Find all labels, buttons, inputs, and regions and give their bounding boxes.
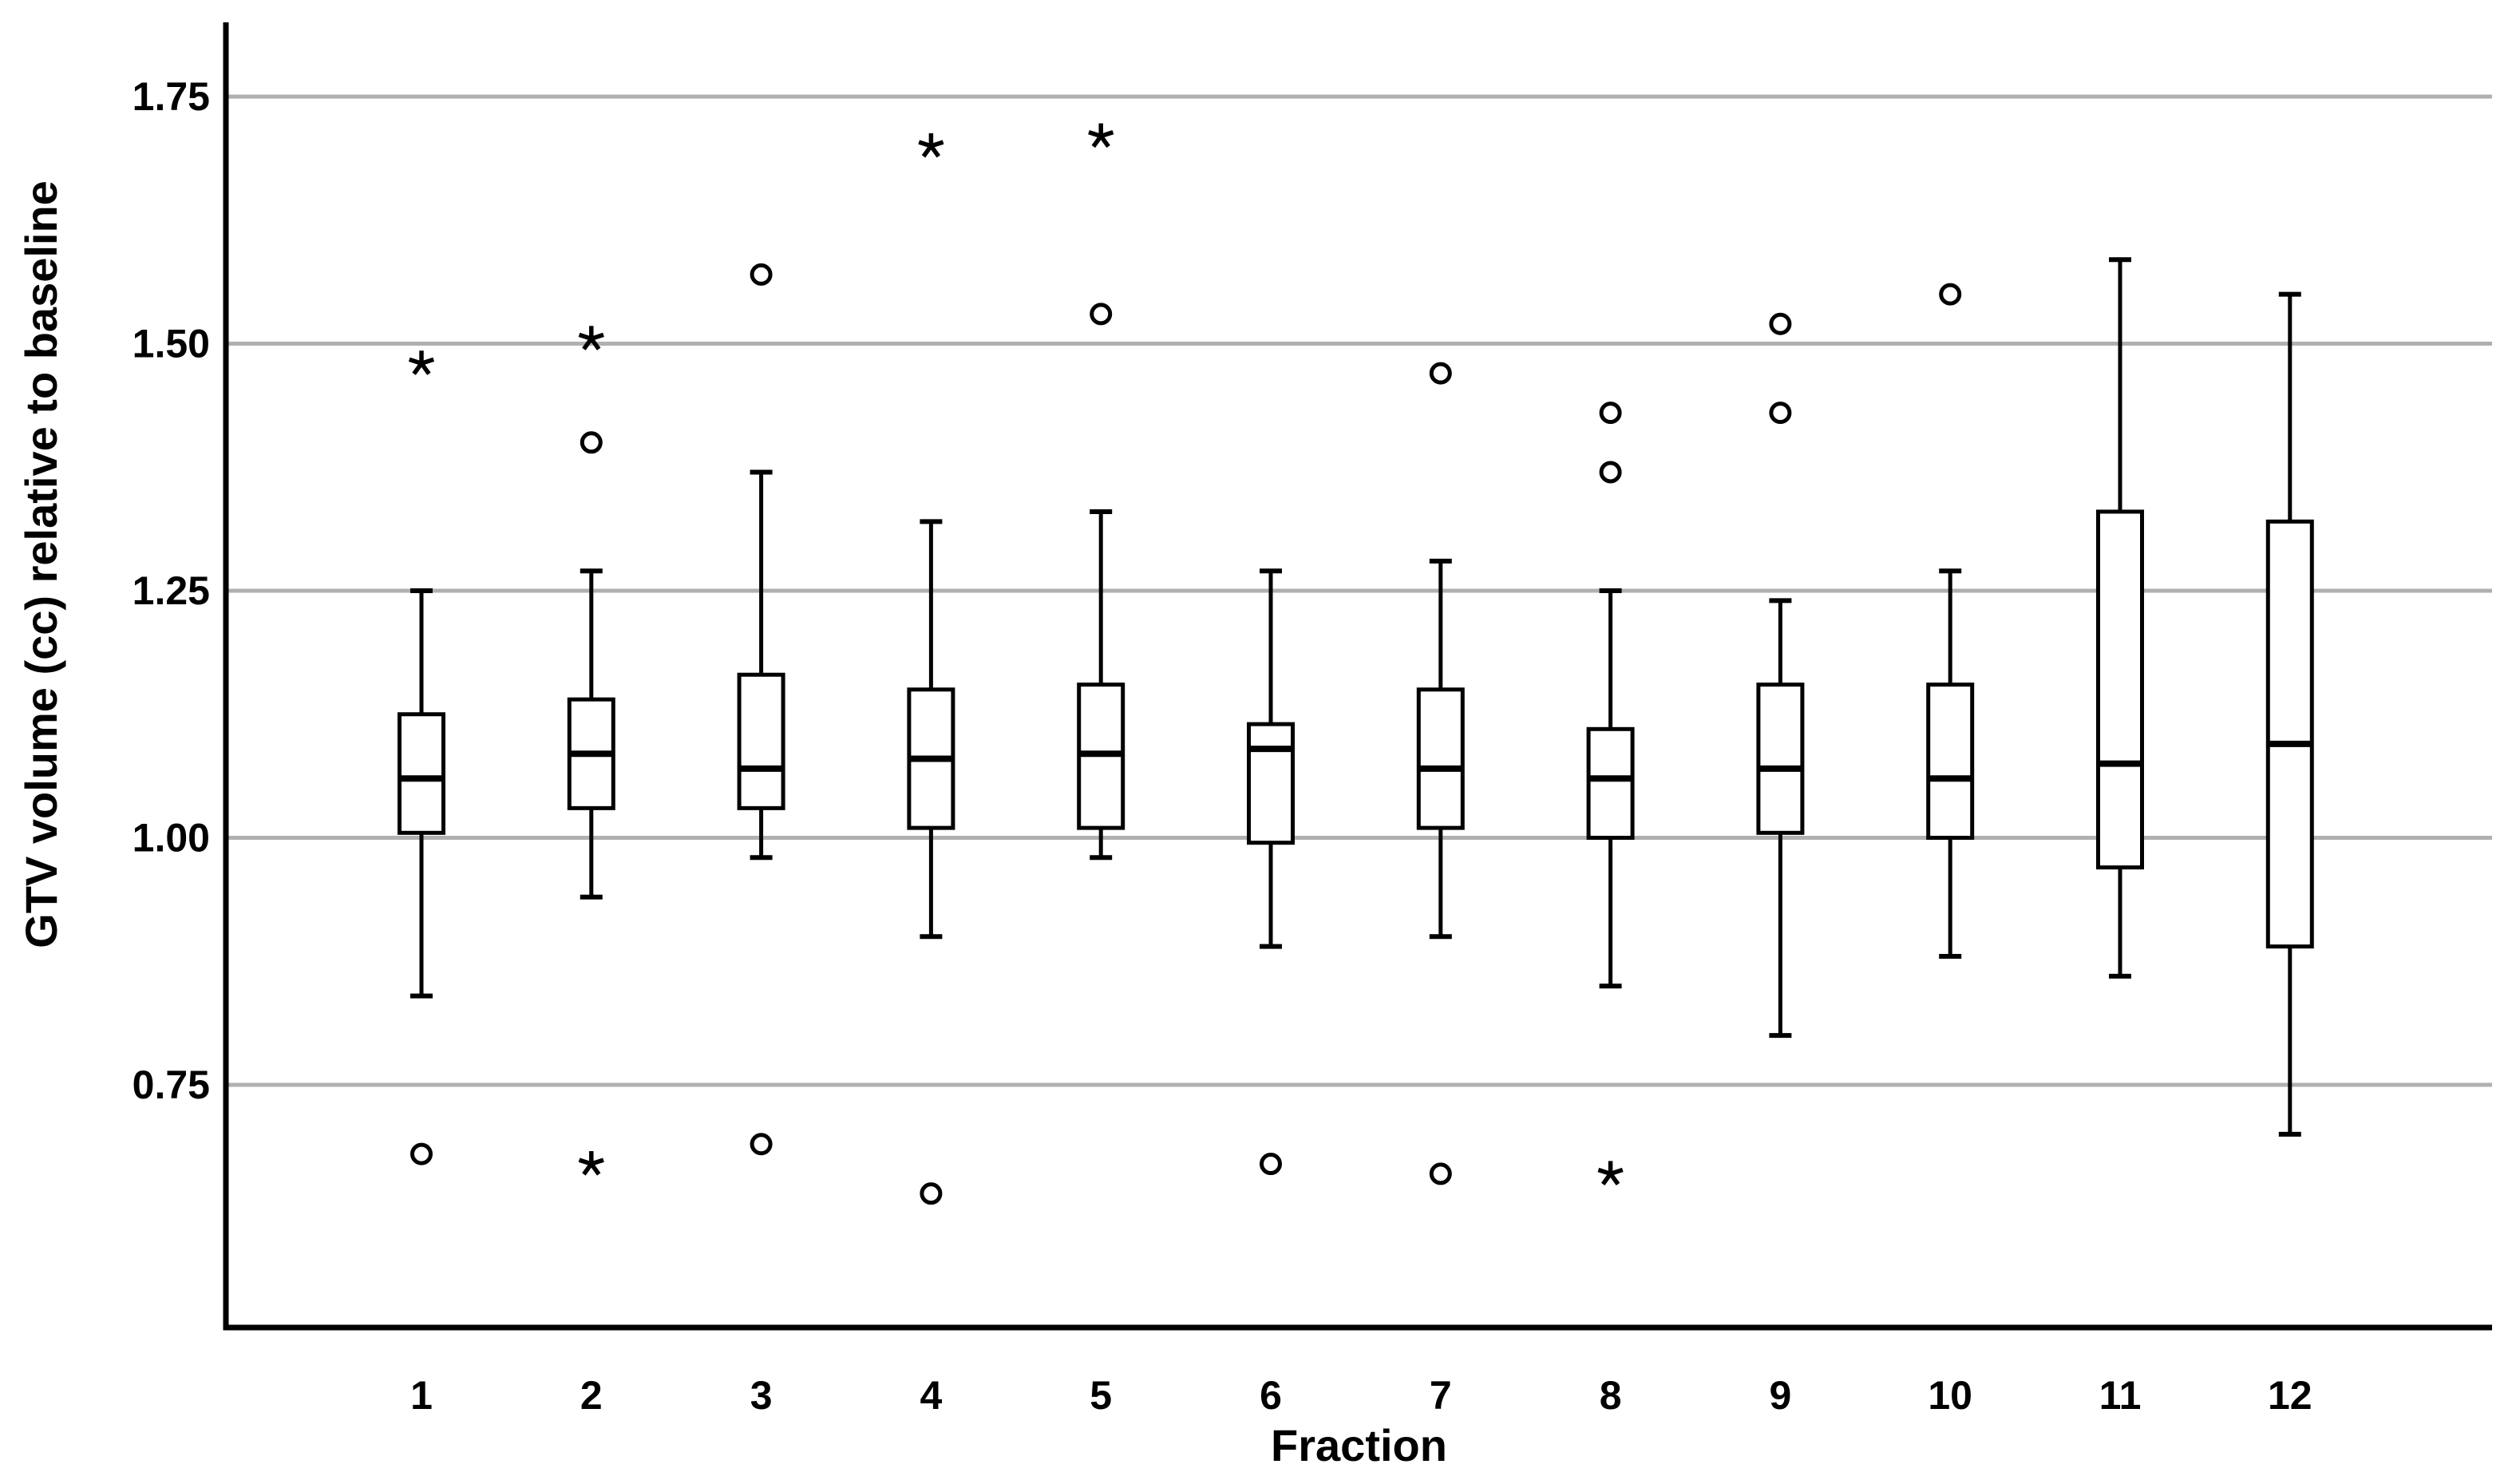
outlier-circle: [920, 1182, 943, 1205]
x-tick-label-5: 5: [1090, 1373, 1112, 1418]
outlier-circle: [750, 263, 773, 286]
outlier-circle: [1090, 303, 1113, 326]
boxplot-fraction-7: [1416, 362, 1465, 1185]
extreme-star-icon: [918, 133, 944, 158]
x-tick-label-10: 10: [1928, 1373, 1972, 1418]
extreme-star-icon: [578, 326, 604, 350]
y-tick-label-1.50: 1.50: [133, 322, 210, 366]
x-tick-label-11: 11: [2099, 1373, 2142, 1418]
outlier-circle: [1769, 402, 1792, 425]
star-spoke: [1100, 129, 1114, 139]
outlier-circle: [1429, 1162, 1452, 1185]
star-spoke: [590, 332, 604, 341]
outlier-circle: [1429, 362, 1452, 385]
outlier-circle: [1260, 1153, 1282, 1176]
x-tick-label-1: 1: [410, 1373, 433, 1418]
boxplot-fraction-11: [2096, 257, 2144, 979]
y-tick-label-1.00: 1.00: [133, 816, 210, 861]
boxplot-fraction-4: [907, 133, 955, 1205]
boxplot-fraction-10: [1926, 283, 1975, 960]
iqr-box: [2096, 509, 2144, 870]
x-axis-title: Fraction: [1271, 1420, 1447, 1470]
x-tick-label-2: 2: [580, 1373, 603, 1418]
y-tick-label-1.75: 1.75: [133, 74, 210, 119]
iqr-box: [1247, 722, 1295, 845]
boxplot-fraction-12: [2265, 291, 2314, 1137]
outlier-circle: [1769, 312, 1792, 335]
boxplot-fraction-3: [737, 263, 785, 1156]
outlier-circle: [1599, 461, 1622, 484]
x-tick-label-8: 8: [1600, 1373, 1622, 1418]
outlier-circle: [750, 1133, 773, 1156]
boxplot-fraction-5: [1077, 123, 1125, 861]
boxplot-fraction-9: [1756, 312, 1805, 1039]
iqr-box: [2265, 519, 2314, 949]
boxplot-fraction-8: [1586, 402, 1635, 1185]
x-tick-label-4: 4: [920, 1373, 942, 1418]
boxplot-fraction-2: [567, 326, 615, 1176]
x-tick-label-3: 3: [750, 1373, 773, 1418]
iqr-box: [1926, 683, 1975, 840]
iqr-box: [1416, 687, 1465, 830]
star-spoke: [930, 140, 944, 148]
iqr-box: [398, 712, 445, 835]
x-tick-label-9: 9: [1769, 1373, 1791, 1418]
outlier-circle: [1599, 402, 1622, 425]
extreme-star-icon: [1597, 1161, 1624, 1185]
extreme-star-icon: [578, 1151, 604, 1176]
boxplot-fraction-6: [1247, 568, 1295, 1176]
star-spoke: [590, 1157, 604, 1166]
iqr-box: [1756, 683, 1805, 835]
x-tick-label-6: 6: [1260, 1373, 1282, 1418]
extreme-star-icon: [1088, 123, 1114, 148]
y-axis-title: GTV volume (cc) relative to baseline: [16, 180, 66, 948]
y-tick-label-0.75: 0.75: [133, 1062, 210, 1107]
star-spoke: [1609, 1167, 1624, 1177]
x-tick-label-12: 12: [2268, 1373, 2312, 1418]
extreme-star-icon: [408, 350, 435, 375]
iqr-box: [737, 672, 785, 810]
x-tick-label-7: 7: [1430, 1373, 1452, 1418]
boxplot-fraction-1: [398, 350, 445, 1165]
outlier-circle: [410, 1142, 433, 1165]
star-spoke: [421, 357, 435, 366]
iqr-box: [1586, 726, 1635, 840]
outlier-circle: [1939, 283, 1962, 306]
outlier-circle: [580, 431, 603, 454]
y-tick-label-1.25: 1.25: [133, 568, 210, 613]
